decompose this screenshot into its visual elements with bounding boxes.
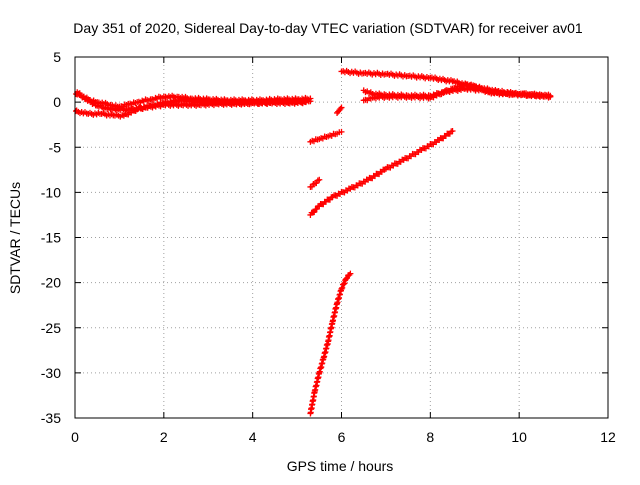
- interpolated-point-trace: [340, 67, 365, 77]
- y-tick-label: -25: [41, 320, 61, 336]
- series-segment-6: [334, 104, 345, 116]
- interpolated-point-trace: [406, 93, 432, 102]
- interpolated-point-trace: [504, 90, 530, 99]
- interpolated-point-trace: [366, 166, 388, 182]
- interpolated-point-trace: [526, 91, 552, 101]
- interpolated-point-trace: [451, 81, 468, 92]
- data-point: [449, 128, 456, 135]
- y-tick-label: -5: [49, 139, 62, 155]
- data-point: [307, 98, 314, 105]
- y-tick-label: -10: [41, 184, 61, 200]
- interpolated-point-trace: [180, 100, 201, 109]
- interpolated-point-trace: [144, 101, 166, 111]
- interpolated-point-trace: [428, 85, 454, 101]
- interpolated-point-trace: [348, 176, 370, 191]
- interpolated-point-trace: [206, 95, 228, 104]
- interpolated-point-trace: [286, 98, 308, 107]
- interpolated-point-trace: [384, 70, 410, 80]
- data-point: [347, 270, 354, 277]
- x-axis-label: GPS time / hours: [287, 458, 394, 474]
- y-tick-label: -15: [41, 230, 61, 246]
- y-tick-label: -30: [41, 365, 61, 381]
- data-point: [338, 128, 345, 135]
- interpolated-point-trace: [109, 105, 130, 114]
- interpolated-point-trace: [95, 102, 112, 112]
- y-tick-label: 5: [53, 49, 61, 65]
- x-tick-label: 12: [600, 429, 616, 445]
- interpolated-point-trace: [149, 93, 166, 103]
- interpolated-point-trace: [406, 72, 432, 82]
- y-tick-label: -20: [41, 275, 61, 291]
- series-segment-7: [307, 128, 456, 218]
- series-segment-4: [307, 128, 345, 145]
- interpolated-point-trace: [486, 89, 508, 98]
- interpolated-point-trace: [126, 104, 148, 113]
- interpolated-point-trace: [384, 92, 410, 101]
- interpolated-point-trace: [162, 92, 179, 101]
- interpolated-point-trace: [344, 271, 353, 282]
- data-point: [547, 93, 554, 100]
- interpolated-point-trace: [197, 100, 219, 109]
- interpolated-point-trace: [362, 69, 388, 78]
- data-point: [302, 99, 309, 106]
- series-segment-8: [307, 270, 354, 417]
- interpolated-point-trace: [362, 95, 374, 104]
- y-tick-label: 0: [53, 94, 61, 110]
- interpolated-point-trace: [269, 99, 290, 108]
- interpolated-point-trace: [313, 177, 321, 187]
- interpolated-point-trace: [233, 99, 255, 108]
- interpolated-point-trace: [127, 99, 139, 108]
- y-axis-label: SDTVAR / TECUs: [7, 182, 23, 294]
- interpolated-point-trace: [402, 146, 423, 162]
- x-tick-label: 10: [511, 429, 527, 445]
- interpolated-point-trace: [419, 136, 441, 152]
- interpolated-point-trace: [251, 99, 272, 108]
- interpolated-point-trace: [339, 277, 349, 291]
- x-tick-label: 6: [338, 429, 346, 445]
- interpolated-point-trace: [330, 301, 340, 324]
- interpolated-point-trace: [384, 156, 406, 171]
- interpolated-point-trace: [135, 96, 152, 106]
- x-tick-label: 2: [160, 429, 168, 445]
- data-point: [338, 285, 345, 292]
- interpolated-point-trace: [325, 320, 336, 344]
- interpolated-point-trace: [371, 93, 388, 102]
- interpolated-point-trace: [331, 185, 352, 199]
- data-point: [338, 104, 345, 111]
- data-series: [73, 67, 554, 417]
- x-tick-label: 0: [71, 429, 79, 445]
- interpolated-point-trace: [308, 181, 317, 190]
- series-segment-3: [74, 89, 309, 114]
- x-tick-label: 4: [249, 429, 257, 445]
- interpolated-point-trace: [362, 88, 374, 97]
- y-tick-label: -35: [41, 410, 61, 426]
- data-point: [316, 176, 323, 183]
- interpolated-point-trace: [215, 99, 237, 108]
- x-tick-label: 8: [426, 429, 434, 445]
- interpolated-point-trace: [428, 74, 454, 85]
- interpolated-point-trace: [224, 96, 246, 105]
- series-segment-5: [307, 176, 323, 190]
- chart-title: Day 351 of 2020, Sidereal Day-to-day VTE…: [73, 20, 583, 36]
- data-point: [342, 276, 349, 283]
- series-segment-11: [360, 81, 554, 104]
- interpolated-point-trace: [312, 371, 322, 393]
- axis-ticks: 0 2 4 6 8 10 12 5 0 -5 -10 -15 -20 -25 -30 -35: [41, 49, 616, 445]
- interpolated-point-trace: [162, 100, 183, 109]
